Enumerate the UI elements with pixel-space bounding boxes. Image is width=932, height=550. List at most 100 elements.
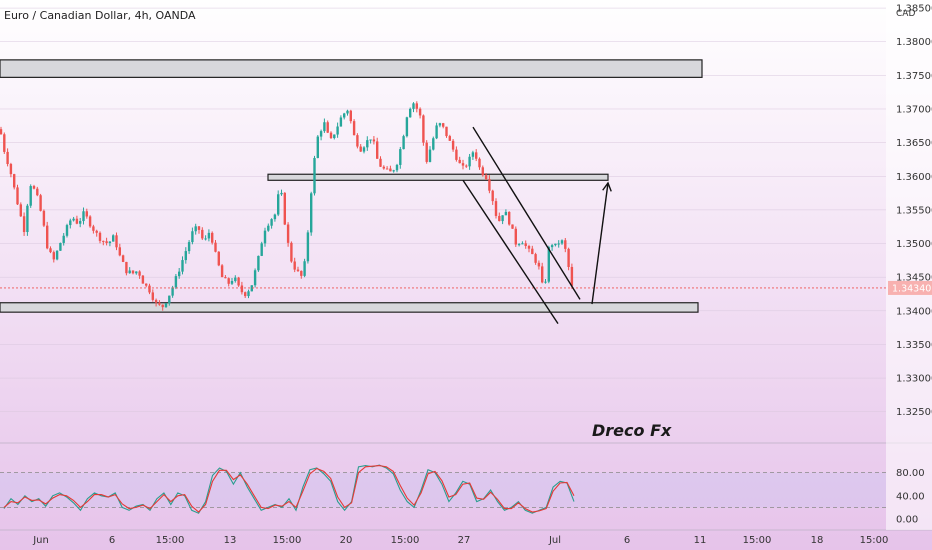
candle-body	[36, 188, 39, 196]
candle-body	[511, 224, 514, 229]
candle-body	[428, 149, 432, 162]
price-tick-label: 1.35500	[896, 205, 932, 216]
candle-body	[508, 211, 511, 225]
candle-body	[128, 270, 131, 274]
candle-body	[201, 229, 204, 239]
price-tick-label: 1.37500	[896, 71, 932, 82]
price-tick-label: 1.32500	[896, 407, 932, 418]
candle-body	[207, 232, 211, 239]
candle-body	[448, 136, 451, 141]
candle-body	[46, 225, 49, 249]
candle-body	[554, 243, 557, 246]
candle-body	[82, 211, 85, 222]
candle-layer	[0, 101, 574, 311]
time-tick-label: 15:00	[156, 535, 185, 546]
candle-body	[352, 121, 356, 136]
candle-body	[323, 122, 326, 132]
candle-body	[9, 164, 13, 175]
time-tick-label: 13	[224, 535, 237, 546]
candle-body	[98, 232, 102, 241]
candle-body	[247, 291, 250, 297]
candle-body	[55, 250, 59, 260]
candle-body	[164, 303, 168, 308]
candle-body	[517, 244, 521, 246]
candle-body	[306, 232, 310, 262]
candle-body	[491, 190, 494, 202]
candle-body	[481, 167, 484, 176]
price-tick-label: 1.36500	[896, 138, 932, 149]
candle-body	[75, 218, 79, 224]
price-tick-label: 1.38500	[896, 4, 932, 15]
candle-body	[471, 152, 475, 157]
candle-body	[455, 149, 458, 160]
candle-body	[293, 261, 296, 270]
candle-body	[521, 243, 524, 245]
candle-body	[319, 131, 323, 137]
candle-body	[253, 270, 257, 286]
candle-body	[326, 122, 329, 133]
candle-body	[22, 216, 26, 233]
candle-body	[395, 164, 399, 171]
candle-body	[435, 125, 438, 139]
candle-body	[85, 211, 88, 217]
time-tick-label: 27	[458, 535, 471, 546]
candle-body	[359, 146, 362, 152]
chart-title: Euro / Canadian Dollar, 4h, OANDA	[4, 9, 196, 22]
candle-body	[514, 228, 517, 245]
candle-body	[544, 281, 547, 283]
candle-body	[250, 285, 253, 292]
candle-body	[527, 246, 531, 249]
candle-body	[184, 251, 187, 261]
candle-body	[13, 174, 16, 188]
oscillator-tick-label: 0.00	[896, 515, 918, 526]
price-tick-label: 1.37000	[896, 104, 932, 115]
projection-arrow-head	[602, 181, 612, 192]
time-tick-label: 6	[624, 535, 630, 546]
candle-body	[267, 225, 270, 231]
candle-body	[158, 302, 161, 305]
price-tick-label: 1.33000	[896, 374, 932, 385]
time-tick-label: 20	[340, 535, 353, 546]
candle-body	[65, 225, 69, 236]
price-tick-label: 1.35000	[896, 239, 932, 250]
time-tick-label: 11	[694, 535, 707, 546]
candle-body	[296, 269, 300, 271]
candle-body	[484, 175, 488, 180]
time-tick-label: Jun	[32, 535, 49, 546]
candle-body	[181, 260, 184, 272]
candle-body	[531, 248, 534, 255]
candle-body	[498, 215, 501, 222]
candle-body	[102, 240, 105, 242]
candle-body	[29, 186, 32, 206]
candle-body	[204, 238, 207, 240]
time-tick-label: 15:00	[860, 535, 889, 546]
candle-body	[6, 151, 9, 165]
candle-body	[240, 285, 244, 293]
candle-body	[230, 281, 234, 284]
candle-body	[432, 138, 435, 150]
support-resistance-zone	[0, 59, 703, 78]
candle-body	[168, 295, 171, 304]
candle-body	[461, 163, 465, 166]
candle-body	[369, 139, 372, 141]
oscillator-line-d	[3, 465, 575, 513]
price-tick-label: 1.34500	[896, 273, 932, 284]
candle-body	[237, 277, 240, 286]
candle-body	[263, 230, 267, 244]
candle-body	[286, 224, 290, 243]
candle-body	[214, 242, 217, 252]
time-tick-label: 15:00	[391, 535, 420, 546]
candle-body	[385, 168, 389, 170]
candle-body	[465, 165, 468, 167]
candle-body	[92, 226, 95, 231]
candle-body	[194, 226, 197, 232]
candle-body	[280, 192, 283, 195]
candle-body	[3, 134, 6, 152]
candle-body	[405, 117, 409, 137]
projection-arrow-shaft	[591, 182, 609, 305]
candle-body	[105, 241, 108, 244]
candle-body	[79, 221, 82, 224]
candle-body	[458, 159, 461, 164]
watermark-text: Dreco Fx	[592, 421, 672, 440]
